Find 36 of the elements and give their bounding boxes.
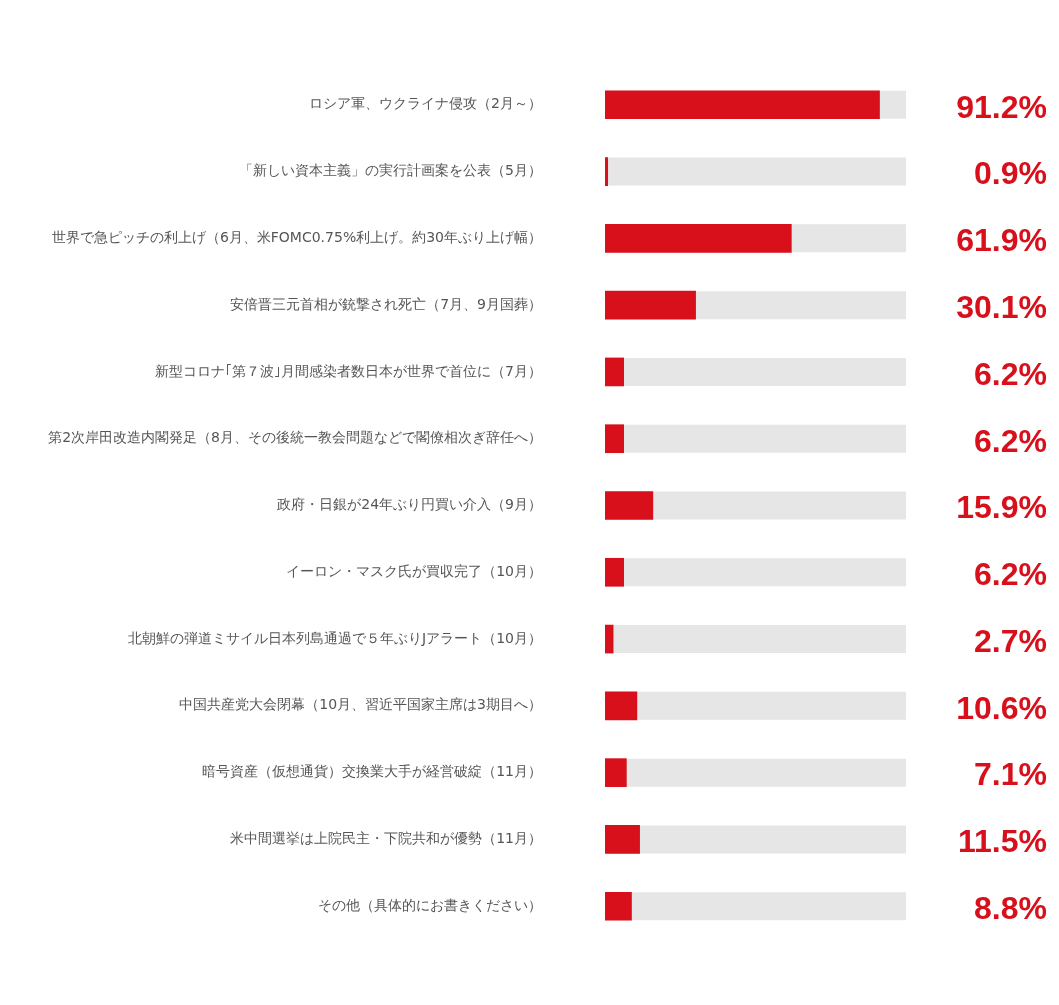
- y-tick-label: 米中間選挙は上院民主・下院共和が優勢（11月）: [230, 830, 542, 847]
- bar: [605, 891, 632, 921]
- bar: [605, 557, 624, 587]
- data-label: 6.2%: [974, 422, 1047, 459]
- bar: [605, 691, 638, 721]
- data-label: 91.2%: [956, 88, 1047, 125]
- y-tick-label: ロシア軍、ウクライナ侵攻（2月～）: [309, 95, 542, 112]
- data-label: 6.2%: [974, 556, 1047, 593]
- data-label: 2.7%: [974, 622, 1047, 659]
- bar: [605, 758, 627, 787]
- y-tick-label: 暗号資産（仮想通貨）交換業大手が経営破綻（11月）: [202, 763, 542, 780]
- data-label: 6.2%: [974, 355, 1047, 392]
- data-label: 0.9%: [974, 155, 1047, 192]
- data-label: 8.8%: [974, 890, 1047, 927]
- y-tick-label: その他（具体的にお書きください）: [318, 896, 542, 913]
- bar: [605, 825, 640, 854]
- bar: [605, 424, 624, 454]
- data-label: 7.1%: [974, 756, 1047, 793]
- data-label: 15.9%: [956, 489, 1047, 526]
- y-tick-label: 世界で急ピッチの利上げ（6月、米FOMC0.75%利上げ。約30年ぶり上げ幅）: [51, 229, 542, 245]
- y-tick-label: 安倍晋三元首相が銃撃され死亡（7月、9月国葬）: [230, 295, 542, 312]
- bar: [605, 624, 614, 654]
- y-tick-label: 北朝鮮の弾道ミサイル日本列島通過で５年ぶりJアラート（10月）: [128, 629, 542, 646]
- y-tick-label: イーロン・マスク氏が買収完了（10月）: [286, 562, 542, 579]
- bar: [605, 157, 609, 186]
- y-tick-label: 新型コロナ｢第７波｣月間感染者数日本が世界で首位に（7月）: [155, 362, 542, 379]
- bar: [605, 491, 654, 520]
- data-label: 30.1%: [956, 288, 1047, 325]
- y-tick-label: 「新しい資本主義」の実行計画案を公表（5月）: [239, 162, 542, 179]
- y-tick-label: 政府・日銀が24年ぶり円買い介入（9月）: [277, 496, 542, 513]
- y-tick-label: 第2次岸田改造内閣発足（8月、その後統一教会問題などで閣僚相次ぎ辞任へ）: [48, 429, 542, 446]
- data-label: 11.5%: [958, 823, 1047, 860]
- y-tick-label: 中国共産党大会閉幕（10月、習近平国家主席は3期目へ）: [179, 696, 542, 713]
- data-label: 10.6%: [956, 689, 1047, 726]
- bar: [605, 357, 624, 387]
- data-label: 61.9%: [956, 222, 1047, 259]
